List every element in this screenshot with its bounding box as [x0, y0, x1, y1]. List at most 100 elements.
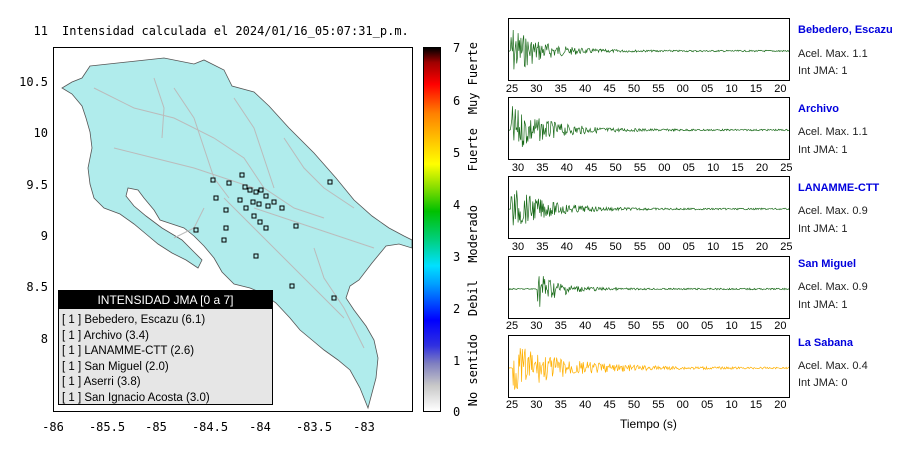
time-tick: 15 — [749, 399, 763, 411]
colorbar-tick: 6 — [453, 94, 461, 108]
seismogram-trace — [509, 106, 789, 148]
time-tick: 50 — [627, 399, 641, 411]
waveform-line — [509, 190, 789, 226]
y-tick: 10.5 — [19, 75, 48, 89]
time-tick: 05 — [701, 399, 714, 411]
x-tick: -86 — [42, 420, 64, 434]
x-tick: -85 — [145, 420, 167, 434]
intensity-colorbar — [423, 47, 441, 412]
time-tick: 20 — [755, 241, 769, 253]
time-tick: 55 — [652, 399, 665, 411]
station-jma: Int JMA: 1 — [798, 65, 848, 77]
time-tick: 55 — [633, 162, 647, 174]
time-tick: 10 — [725, 399, 738, 411]
time-tick: 50 — [627, 320, 641, 332]
station-name[interactable]: Archivo — [798, 103, 839, 115]
time-tick: 35 — [536, 241, 549, 253]
time-tick: 05 — [682, 162, 695, 174]
seismogram-panel[interactable] — [508, 18, 790, 81]
station-markers — [193, 172, 337, 301]
time-tick: 00 — [676, 399, 689, 411]
time-tick: 15 — [749, 320, 763, 332]
time-tick: 00 — [658, 162, 671, 174]
legend-item: [ 1 ] Bebedero, Escazu (6.1) — [62, 314, 206, 326]
time-tick: 40 — [560, 241, 573, 253]
time-tick: 25 — [505, 399, 519, 411]
time-tick: 45 — [603, 83, 616, 95]
time-tick: 20 — [774, 83, 787, 95]
time-tick: 10 — [707, 241, 720, 253]
colorbar-tick: 3 — [453, 250, 461, 264]
intensity-legend: INTENSIDAD JMA [0 a 7] [ 1 ] Bebedero, E… — [58, 290, 273, 405]
time-tick: 10 — [725, 83, 738, 95]
time-tick: 30 — [530, 399, 543, 411]
station-name[interactable]: La Sabana — [798, 337, 854, 349]
station-name[interactable]: San Miguel — [798, 258, 857, 270]
legend-title: INTENSIDAD JMA [0 a 7] — [59, 291, 272, 309]
time-tick: 25 — [505, 83, 519, 95]
station-accel: Acel. Max. 0.9 — [798, 205, 868, 217]
time-tick: 05 — [682, 241, 695, 253]
seismogram-panel[interactable] — [508, 176, 790, 239]
time-tick: 30 — [530, 320, 543, 332]
time-tick: 20 — [774, 320, 787, 332]
time-tick: 40 — [579, 399, 592, 411]
x-tick: -84.5 — [191, 420, 229, 434]
seismogram-panel[interactable] — [508, 97, 790, 160]
time-tick: 05 — [701, 83, 714, 95]
seismogram-panel[interactable] — [508, 256, 790, 319]
legend-item: [ 1 ] LANAMME-CTT (2.6) — [62, 345, 195, 357]
colorbar-label: Debil — [466, 280, 480, 317]
y-tick: 8 — [40, 332, 48, 346]
seismogram-panel[interactable] — [508, 335, 790, 398]
time-tick: 35 — [554, 320, 567, 332]
map-title: Intensidad calculada el 2024/01/16_05:07… — [62, 24, 409, 38]
station-accel: Acel. Max. 1.1 — [798, 126, 868, 138]
time-axis: 25 30 35 40 45 50 55 00 05 10 15 20 — [506, 83, 790, 97]
time-tick: 00 — [658, 241, 671, 253]
colorbar-label: Moderado — [466, 205, 480, 263]
time-tick: 10 — [725, 320, 738, 332]
station-jma: Int JMA: 0 — [798, 377, 848, 389]
time-tick: 20 — [774, 399, 787, 411]
x-tick: -84 — [249, 420, 271, 434]
time-tick: 50 — [609, 241, 622, 253]
y-tick: 11 — [33, 24, 48, 38]
time-axis: 30 35 40 45 50 55 00 05 10 15 20 25 — [508, 162, 793, 176]
time-tick: 35 — [554, 399, 567, 411]
time-axis-label: Tiempo (s) — [620, 417, 677, 431]
waveform-line — [509, 276, 789, 307]
y-tick: 8.5 — [26, 280, 48, 294]
time-tick: 25 — [780, 162, 793, 174]
station-name[interactable]: Bebedero, Escazu — [798, 24, 893, 36]
time-tick: 50 — [627, 83, 641, 95]
time-tick: 15 — [731, 241, 744, 253]
time-tick: 25 — [505, 320, 519, 332]
y-tick: 10 — [33, 126, 48, 140]
colorbar-tick: 2 — [453, 302, 461, 316]
time-tick: 55 — [652, 83, 665, 95]
time-tick: 15 — [749, 83, 763, 95]
time-tick: 10 — [707, 162, 720, 174]
time-tick: 35 — [536, 162, 549, 174]
y-tick: 9 — [40, 229, 48, 243]
waveform-line — [509, 348, 789, 390]
x-tick: -83.5 — [295, 420, 333, 434]
time-tick: 45 — [585, 162, 598, 174]
time-tick: 45 — [585, 241, 598, 253]
time-tick: 35 — [554, 83, 567, 95]
seismogram-trace — [509, 190, 789, 226]
colorbar-label: No sentido — [466, 334, 480, 407]
time-axis: 30 35 40 45 50 55 00 05 10 15 20 25 — [508, 241, 793, 255]
colorbar-tick: 1 — [453, 354, 461, 368]
time-axis: 25 30 35 40 45 50 55 00 05 10 15 20 — [506, 399, 790, 413]
station-accel: Acel. Max. 0.4 — [798, 360, 868, 372]
y-tick: 9.5 — [26, 178, 48, 192]
time-axis: 25 30 35 40 45 50 55 00 05 10 15 20 — [506, 320, 790, 334]
colorbar-label: Fuerte — [466, 128, 480, 172]
costa-rica-map — [61, 57, 412, 410]
station-name[interactable]: LANAMME-CTT — [798, 182, 880, 194]
time-tick: 20 — [755, 162, 769, 174]
time-tick: 25 — [780, 241, 793, 253]
time-tick: 40 — [579, 320, 592, 332]
